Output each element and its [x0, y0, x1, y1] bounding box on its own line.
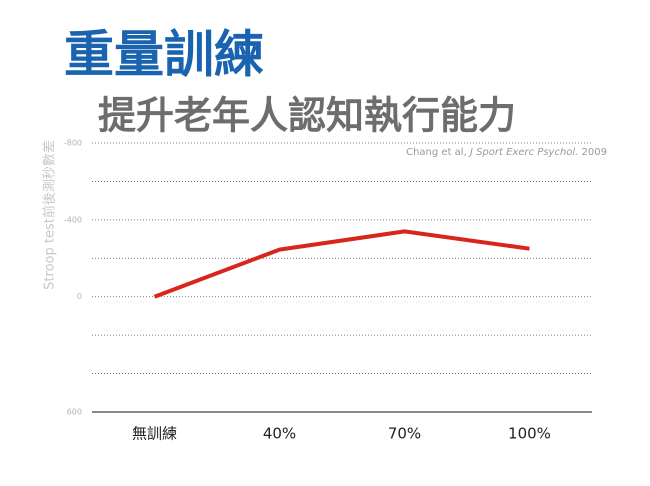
x-tick-label: 無訓練 — [132, 425, 177, 443]
x-tick-label: 70% — [388, 425, 421, 443]
y-tick-label: 0 — [77, 292, 82, 301]
chart-subtitle: 提升老年人認知執行能力 — [98, 94, 516, 138]
y-tick-label: -800 — [64, 139, 82, 148]
y-axis-label: Stroop test前後測秒數差 — [42, 140, 58, 290]
x-tick-label: 40% — [263, 425, 296, 443]
chart-title: 重量訓練 — [64, 26, 264, 84]
y-tick-label: 600 — [67, 408, 82, 417]
citation-journal: J Sport Exerc Psychol. — [468, 147, 578, 158]
y-tick-label: -400 — [64, 215, 82, 224]
citation-year: 2009 — [582, 147, 607, 158]
citation-authors: Chang et al, — [406, 147, 467, 158]
citation: Chang et al, J Sport Exerc Psychol. 2009 — [406, 147, 607, 158]
x-tick-label: 100% — [508, 425, 551, 443]
data-line — [153, 229, 530, 299]
